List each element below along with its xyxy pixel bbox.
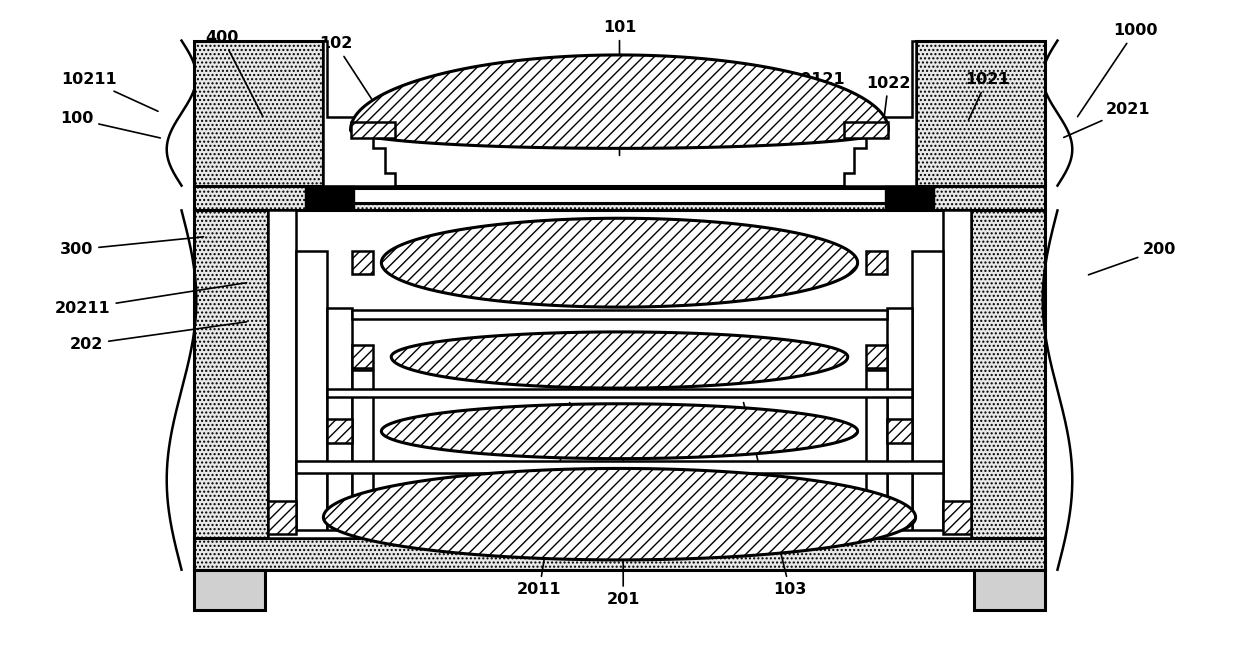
Text: 300: 300 bbox=[59, 237, 203, 257]
Text: 1021: 1021 bbox=[965, 72, 1010, 119]
Text: 2011: 2011 bbox=[517, 403, 570, 597]
Polygon shape bbox=[323, 468, 916, 560]
Polygon shape bbox=[392, 332, 847, 388]
Bar bbox=[323, 188, 916, 203]
Bar bbox=[268, 211, 296, 539]
Bar bbox=[327, 419, 352, 443]
Bar bbox=[193, 186, 1046, 211]
Text: 2021: 2021 bbox=[1064, 102, 1150, 138]
Bar bbox=[974, 569, 1046, 610]
Bar bbox=[971, 211, 1046, 569]
Bar bbox=[912, 251, 943, 539]
Text: 100: 100 bbox=[59, 112, 160, 138]
Bar bbox=[305, 186, 354, 208]
Bar bbox=[352, 371, 373, 539]
Polygon shape bbox=[382, 404, 857, 459]
Text: 1022: 1022 bbox=[866, 75, 911, 129]
Polygon shape bbox=[323, 41, 395, 186]
Bar bbox=[885, 186, 934, 208]
Text: 202: 202 bbox=[69, 322, 247, 352]
Bar bbox=[943, 211, 971, 539]
Polygon shape bbox=[351, 55, 888, 148]
Bar bbox=[352, 251, 373, 274]
Bar bbox=[887, 419, 912, 443]
Text: 400: 400 bbox=[206, 30, 263, 117]
Bar bbox=[887, 308, 912, 539]
Text: 200: 200 bbox=[1089, 242, 1177, 275]
Bar bbox=[866, 371, 887, 539]
Bar bbox=[352, 345, 373, 369]
Bar bbox=[866, 251, 887, 274]
Text: 1011: 1011 bbox=[633, 59, 698, 136]
Bar bbox=[844, 122, 888, 138]
Bar bbox=[327, 308, 352, 539]
Text: 1000: 1000 bbox=[1078, 23, 1157, 117]
Text: 10121: 10121 bbox=[789, 72, 845, 129]
Polygon shape bbox=[382, 218, 857, 307]
Bar bbox=[296, 461, 943, 473]
Bar bbox=[193, 539, 1046, 569]
Text: 101: 101 bbox=[603, 20, 636, 155]
Text: 201: 201 bbox=[607, 416, 639, 607]
Bar bbox=[193, 569, 265, 610]
Polygon shape bbox=[844, 41, 916, 186]
Bar bbox=[866, 345, 887, 369]
Text: 10211: 10211 bbox=[61, 72, 159, 112]
Bar bbox=[352, 310, 887, 319]
Text: 20211: 20211 bbox=[55, 283, 247, 316]
Bar bbox=[193, 41, 323, 186]
Text: 103: 103 bbox=[743, 403, 807, 597]
Bar bbox=[327, 390, 912, 398]
Bar bbox=[193, 211, 268, 569]
Text: 102: 102 bbox=[320, 36, 396, 136]
Bar bbox=[268, 501, 296, 534]
Bar bbox=[351, 122, 395, 138]
Bar bbox=[916, 41, 1046, 186]
Bar bbox=[943, 501, 971, 534]
Bar bbox=[268, 531, 971, 539]
Bar bbox=[296, 251, 327, 539]
